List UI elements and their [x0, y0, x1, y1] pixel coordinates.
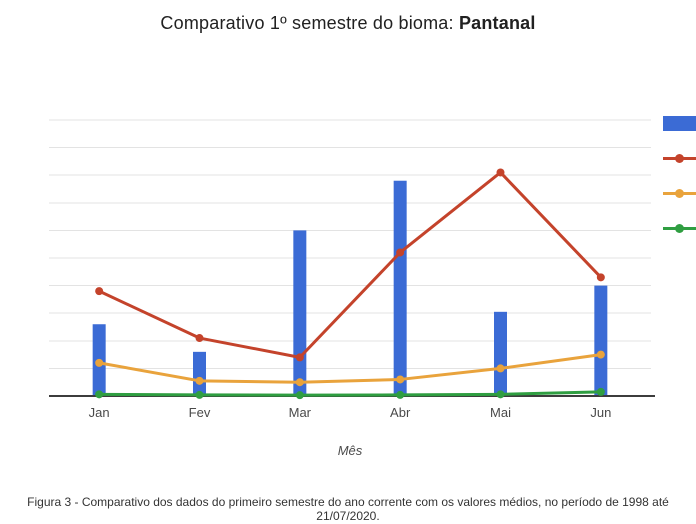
line-red	[97, 170, 603, 359]
legend-point-line-green	[675, 224, 684, 233]
bar-Fev	[193, 351, 206, 396]
line-orange-point-Fev	[195, 376, 204, 385]
line-red-point-Mar	[295, 353, 304, 362]
chart-title-prefix: Comparativo 1º semestre do bioma:	[160, 13, 459, 33]
chart-title-biome: Pantanal	[458, 13, 536, 33]
line-green-point-Jun	[596, 387, 605, 396]
line-green	[97, 390, 603, 397]
line-red-point-Jan	[95, 287, 104, 296]
legend-point-line-orange	[675, 189, 684, 198]
x-axis-label-jun: Jun	[590, 405, 611, 420]
line-green-point-Mar	[295, 391, 304, 400]
bar-Abr	[393, 180, 407, 396]
x-axis-label-mai: Mai	[490, 405, 511, 420]
bar-Mai	[494, 311, 507, 396]
x-axis-title: Mês	[337, 443, 363, 458]
line-green-point-Jan	[95, 390, 104, 399]
line-orange-point-Jun	[596, 350, 605, 359]
line-green-point-Abr	[396, 390, 405, 399]
line-red-point-Fev	[195, 334, 204, 343]
figure-caption: Figura 3 - Comparativo dos dados do prim…	[27, 495, 669, 523]
legend-swatch-bars-blue	[663, 116, 696, 131]
chart-title: Comparativo 1º semestre do bioma: Pantan…	[0, 13, 696, 34]
x-axis-label-mar: Mar	[289, 405, 312, 420]
x-axis-label-jan: Jan	[89, 405, 110, 420]
bar-Mar	[293, 230, 307, 396]
x-axis-label-fev: Fev	[189, 405, 211, 420]
line-orange	[97, 353, 603, 384]
line-orange-point-Abr	[396, 375, 405, 384]
line-red-point-Mai	[496, 168, 505, 177]
line-green-point-Fev	[195, 390, 204, 399]
line-orange-point-Mai	[496, 364, 505, 373]
legend-point-line-red	[675, 154, 684, 163]
line-red-point-Jun	[596, 273, 605, 282]
line-orange-point-Jan	[95, 358, 104, 367]
line-orange-point-Mar	[295, 378, 304, 387]
line-green-point-Mai	[496, 390, 505, 399]
bar-Jun	[594, 285, 608, 396]
x-axis-label-abr: Abr	[390, 405, 411, 420]
line-red-point-Abr	[396, 248, 405, 257]
